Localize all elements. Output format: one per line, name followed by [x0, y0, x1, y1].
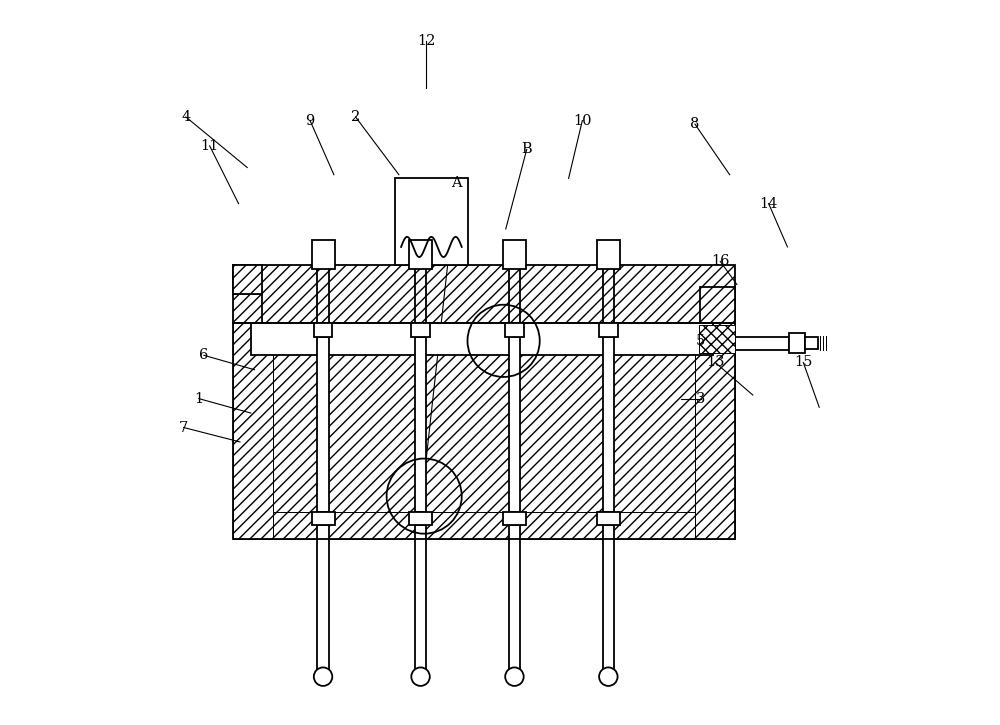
Text: 16: 16 [711, 254, 730, 268]
Bar [505, 323, 524, 337]
Bar [409, 240, 432, 268]
Bar [233, 323, 272, 539]
Bar [597, 240, 620, 268]
Text: 5: 5 [696, 334, 705, 348]
Bar [509, 525, 520, 676]
Text: 11: 11 [201, 138, 219, 153]
Bar [317, 525, 329, 676]
Bar [415, 337, 426, 512]
Text: 14: 14 [759, 196, 778, 210]
Text: 3: 3 [696, 392, 705, 405]
Bar [411, 323, 430, 337]
Bar [603, 525, 614, 676]
Text: 4: 4 [181, 110, 190, 124]
Text: 7: 7 [179, 420, 188, 434]
Text: 12: 12 [417, 34, 436, 48]
Text: A: A [451, 176, 462, 191]
Bar [597, 512, 620, 525]
Circle shape [599, 668, 618, 686]
Text: 13: 13 [706, 355, 724, 370]
Text: 1: 1 [194, 392, 203, 405]
Bar [233, 265, 735, 323]
Bar [272, 512, 695, 539]
Bar [789, 333, 805, 353]
Text: 6: 6 [199, 348, 209, 362]
Bar [599, 323, 618, 337]
Bar [503, 512, 526, 525]
Bar [695, 323, 735, 539]
Text: 8: 8 [690, 117, 700, 131]
Bar [409, 512, 432, 525]
Circle shape [314, 668, 332, 686]
Bar [251, 323, 713, 355]
Text: 15: 15 [794, 355, 813, 370]
Bar [233, 323, 735, 539]
Bar [314, 323, 332, 337]
Bar [699, 325, 735, 353]
Bar [415, 525, 426, 676]
Bar [603, 337, 614, 512]
Bar [805, 337, 818, 349]
Bar [395, 178, 468, 265]
Bar [700, 286, 735, 323]
Circle shape [505, 668, 524, 686]
Bar [509, 337, 520, 512]
Bar [272, 323, 695, 512]
Text: 10: 10 [573, 114, 592, 128]
Text: 9: 9 [305, 114, 315, 128]
Bar [233, 265, 262, 294]
Bar [312, 512, 335, 525]
Text: 2: 2 [351, 110, 360, 124]
Bar [735, 336, 789, 349]
Text: B: B [521, 142, 532, 157]
Bar [503, 240, 526, 268]
Circle shape [411, 668, 430, 686]
Bar [317, 337, 329, 512]
Bar [312, 240, 335, 268]
